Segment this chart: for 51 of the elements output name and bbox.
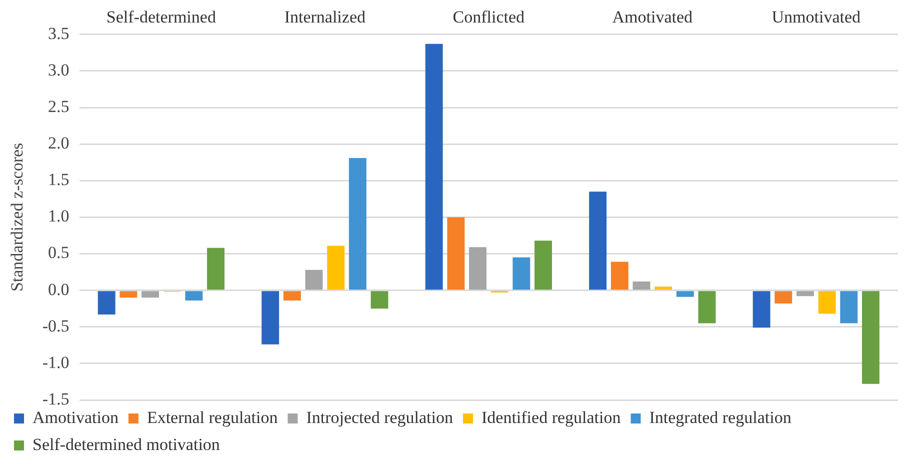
- legend-label: Amotivation: [32, 408, 119, 427]
- y-tick-label: 0.0: [48, 280, 70, 299]
- bar: [862, 291, 880, 384]
- y-tick-label: 0.5: [48, 243, 70, 262]
- bar: [818, 291, 836, 314]
- y-tick-label: -0.5: [42, 316, 70, 336]
- bar: [425, 44, 443, 290]
- legend-label: Identified regulation: [481, 408, 622, 427]
- bar: [469, 247, 486, 290]
- y-tick-label: 2.0: [48, 134, 70, 153]
- bar: [698, 291, 716, 324]
- bar: [327, 246, 345, 290]
- bar: [676, 291, 694, 297]
- bar: [348, 158, 366, 290]
- y-axis-title: Standardized z-scores: [8, 142, 27, 292]
- y-tick-label: 3.0: [48, 60, 70, 80]
- legend-label: Introjected regulation: [306, 408, 454, 427]
- legend-label: Self-determined motivation: [32, 434, 220, 454]
- bar: [98, 291, 116, 314]
- bar: [840, 291, 858, 324]
- x-tick-label: Internalized: [284, 8, 366, 27]
- bar: [589, 192, 607, 290]
- x-tick-label: Amotivated: [612, 8, 694, 27]
- bar: [447, 217, 465, 290]
- x-tick-label: Unmotivated: [772, 8, 862, 27]
- bar: [796, 291, 814, 296]
- bar: [120, 291, 138, 298]
- bar: [752, 291, 770, 328]
- legend-label: External regulation: [146, 408, 278, 427]
- legend-label: Integrated regulation: [649, 408, 792, 427]
- x-tick-label: Self-determined: [106, 8, 216, 27]
- y-tick-label: 1.5: [48, 170, 70, 190]
- bar: [370, 291, 388, 309]
- bar: [610, 262, 628, 290]
- bar: [142, 291, 159, 298]
- y-tick-label: -1.0: [42, 352, 70, 372]
- bar: [283, 291, 301, 301]
- bar: [774, 291, 792, 304]
- bar: [654, 286, 672, 290]
- x-tick-label: Conflicted: [452, 8, 526, 27]
- bar: [185, 291, 203, 301]
- bar: [207, 248, 224, 290]
- bar: [534, 240, 552, 290]
- bar: [512, 257, 530, 290]
- y-tick-label: 3.5: [48, 24, 70, 43]
- bar: [305, 270, 323, 290]
- y-tick-label: -1.5: [42, 389, 70, 408]
- bar: [632, 282, 650, 290]
- y-tick-label: 2.5: [48, 96, 70, 116]
- bar: [262, 291, 280, 344]
- y-tick-label: 1.0: [48, 206, 70, 226]
